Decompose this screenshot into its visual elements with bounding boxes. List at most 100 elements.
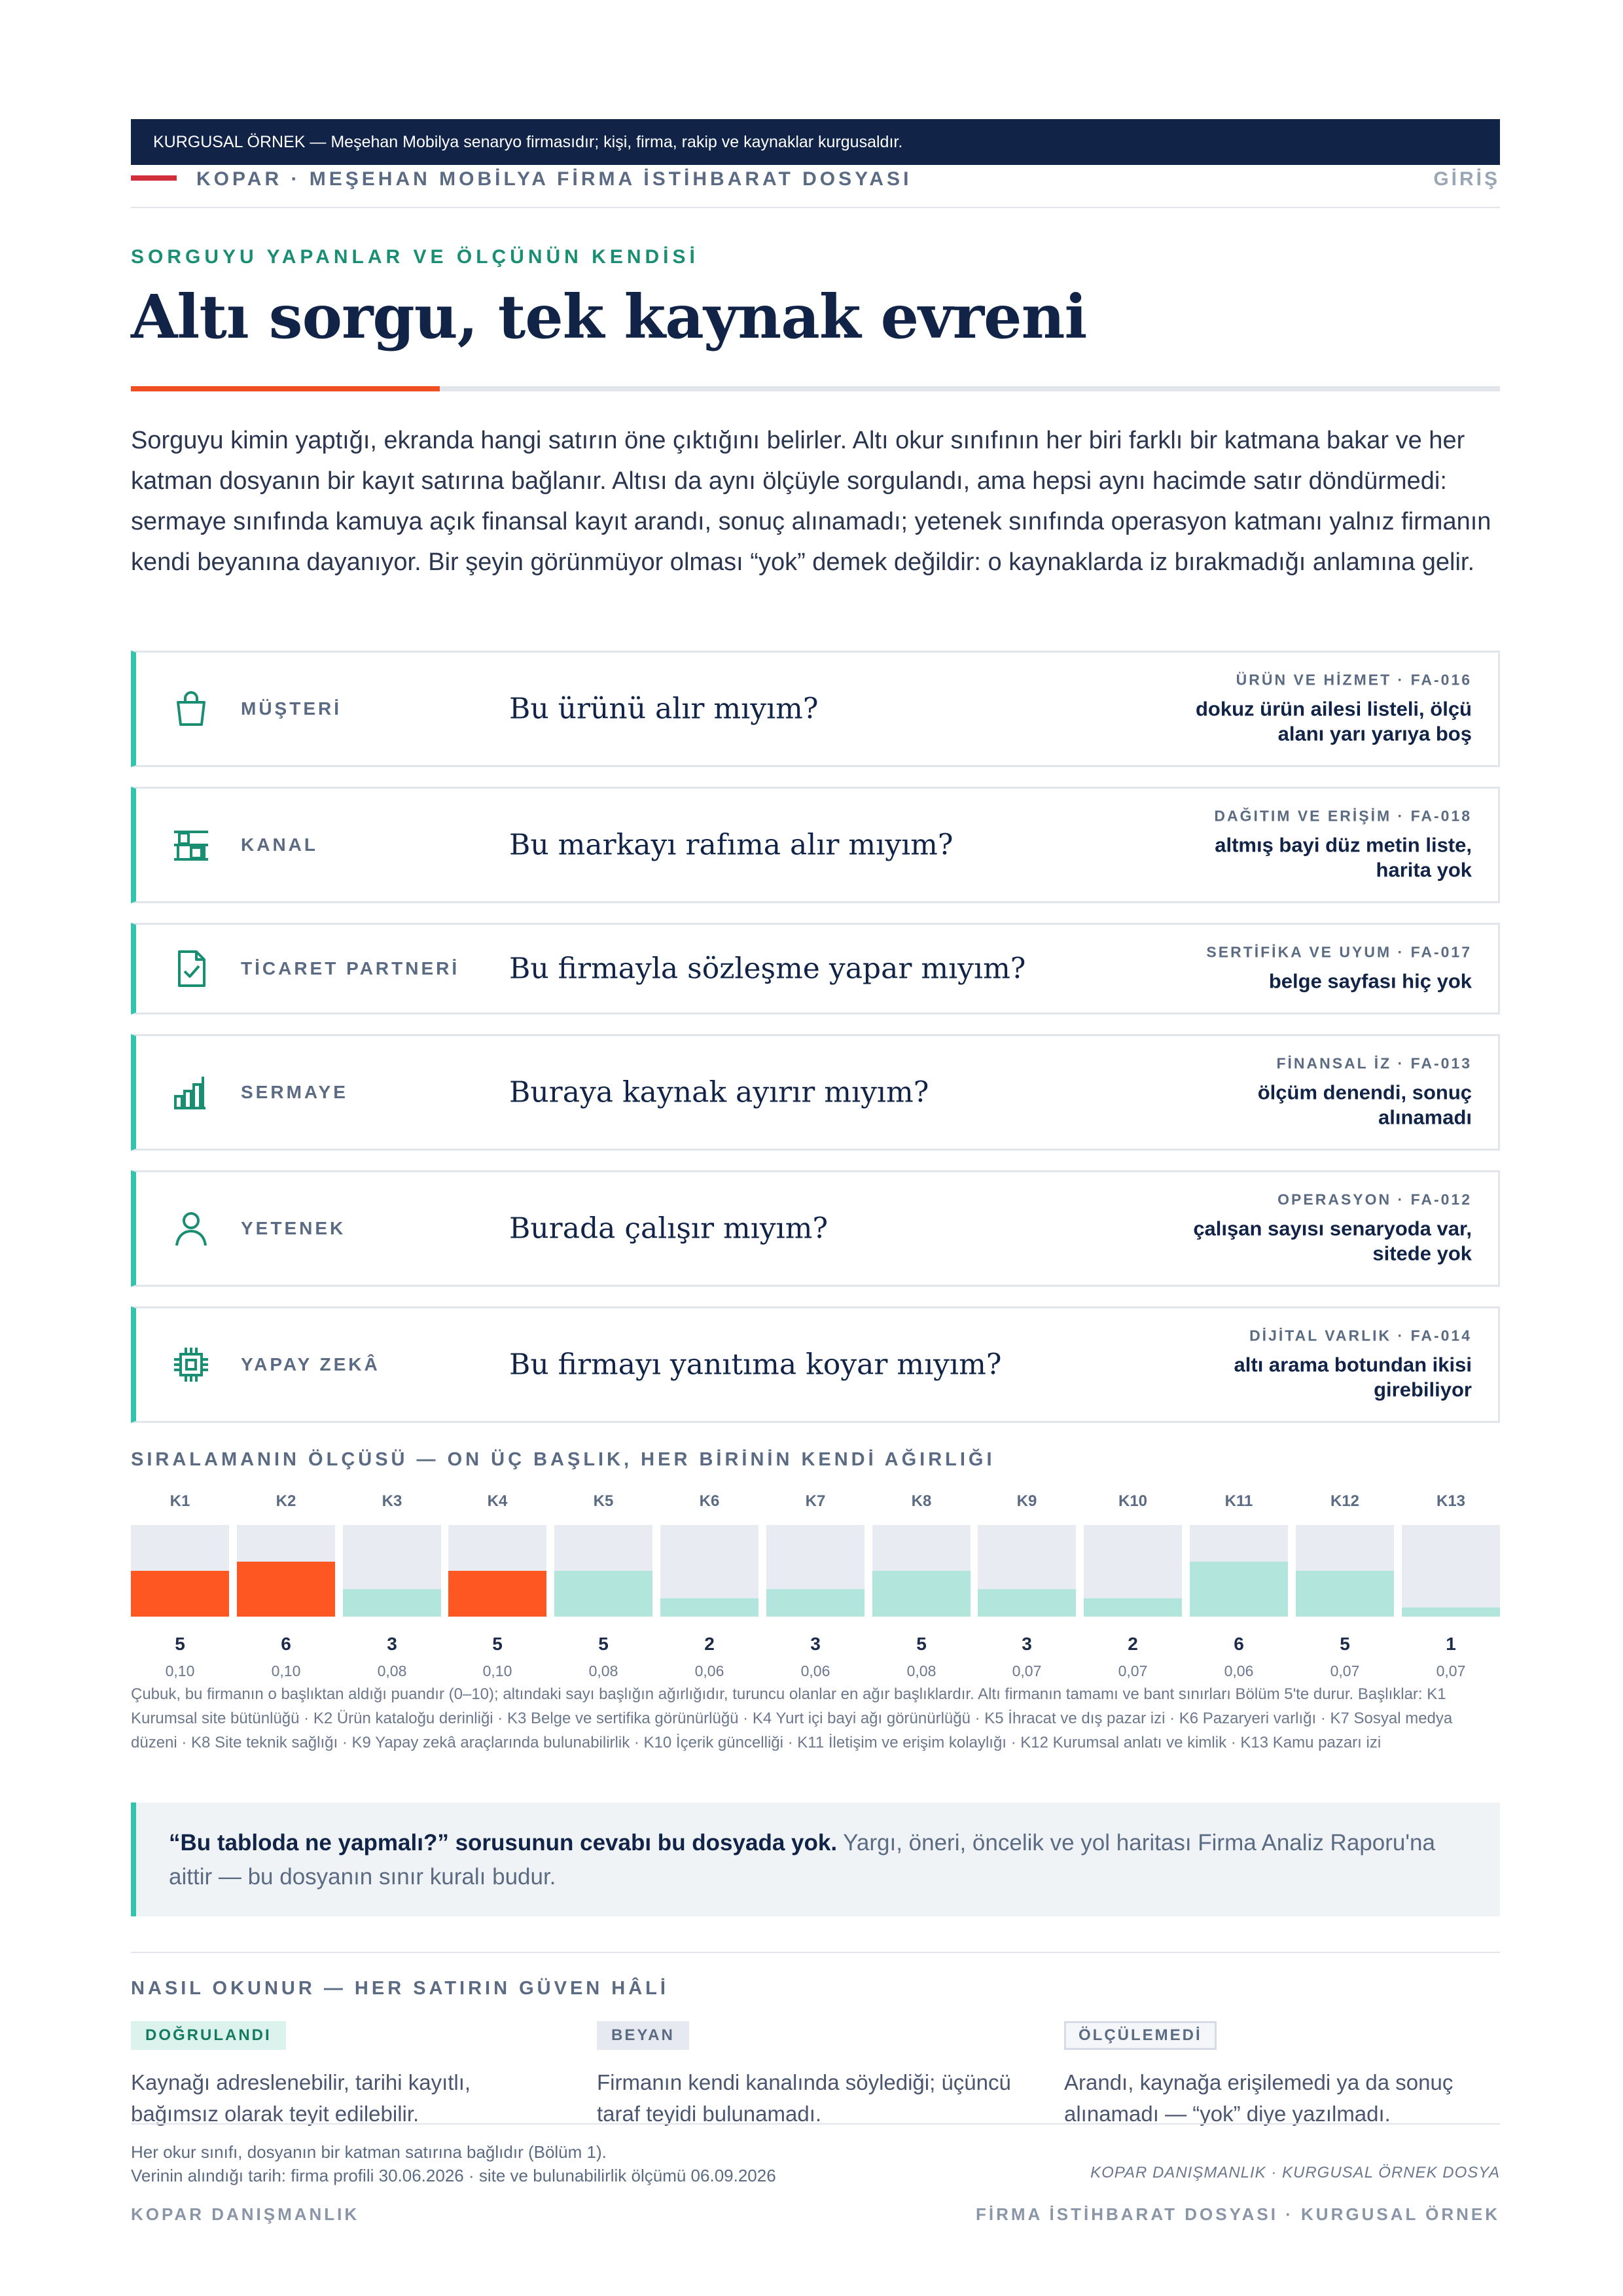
query-meta: OPERASYON · FA-012 çalışan sayısı senary… xyxy=(1193,1191,1472,1266)
bar-column: K6 2 0,06 xyxy=(660,1492,758,1680)
running-head-section: GİRİŞ xyxy=(1433,168,1500,190)
bar-track xyxy=(872,1525,971,1617)
category-label: K6 xyxy=(699,1492,720,1510)
bar-track xyxy=(766,1525,865,1617)
legend-section-label: NASIL OKUNUR — HER SATIRIN GÜVEN HÂLİ xyxy=(131,1978,669,1999)
reader-class: YETENEK xyxy=(241,1218,346,1238)
query-meta: DAĞITIM VE ERİŞİM · FA-018 altmış bayi d… xyxy=(1214,808,1472,883)
bar xyxy=(448,1571,546,1617)
score-label: 3 xyxy=(387,1634,397,1654)
bar-column: K1 5 0,10 xyxy=(131,1492,229,1680)
query-row-trade-partner: TİCARET PARTNERİ Bu firmayla sözleşme ya… xyxy=(131,923,1500,1014)
reader-class: YAPAY ZEKÂ xyxy=(241,1354,380,1374)
query-row-ai: YAPAY ZEKÂ Bu firmayı yanıtıma koyar mıy… xyxy=(131,1306,1500,1423)
reader-class: SERMAYE xyxy=(241,1082,348,1102)
bar xyxy=(1296,1571,1394,1617)
footer-italic-credit: KOPAR DANIŞMANLIK · KURGUSAL ÖRNEK DOSYA xyxy=(1090,2164,1500,2181)
bar xyxy=(1084,1598,1182,1617)
bar xyxy=(237,1562,335,1617)
score-label: 6 xyxy=(1234,1634,1244,1654)
category-label: K8 xyxy=(911,1492,932,1510)
query-question: Bu firmayla sözleşme yapar mıyım? xyxy=(509,952,1026,986)
lede-paragraph: Sorguyu kimin yaptığı, ekranda hangi sat… xyxy=(131,427,1491,576)
query-meta: SERTİFİKA VE UYUM · FA-017 belge sayfası… xyxy=(1206,944,1472,994)
weight-label: 0,06 xyxy=(800,1662,830,1679)
bar xyxy=(1402,1607,1500,1617)
category-label: K13 xyxy=(1436,1492,1466,1510)
bar-track xyxy=(343,1525,441,1617)
weight-label: 0,10 xyxy=(482,1662,512,1679)
record-status-line: girebiliyor xyxy=(1374,1378,1472,1401)
bar xyxy=(660,1598,758,1617)
score-label: 2 xyxy=(704,1634,715,1654)
record-tag: DİJİTAL VARLIK · FA-014 xyxy=(1249,1327,1472,1344)
verified-badge: DOĞRULANDI xyxy=(131,2021,286,2050)
bar xyxy=(872,1571,971,1617)
category-label: K12 xyxy=(1330,1492,1360,1510)
reader-class: KANAL xyxy=(241,834,318,855)
weight-label: 0,07 xyxy=(1118,1662,1148,1679)
shopping-bag-icon xyxy=(177,691,205,726)
declared-badge: BEYAN xyxy=(597,2021,689,2050)
category-label: K9 xyxy=(1016,1492,1037,1510)
chart-section-label: SIRALAMANIN ÖLÇÜSÜ — ON ÜÇ BAŞLIK, HER B… xyxy=(131,1449,995,1470)
score-label: 5 xyxy=(492,1634,503,1654)
score-label: 5 xyxy=(175,1634,185,1654)
score-label: 2 xyxy=(1128,1634,1138,1654)
page-title: Altı sorgu, tek kaynak evreni xyxy=(131,281,1087,352)
bar-column: K8 5 0,08 xyxy=(872,1492,971,1680)
record-status-line: altı arama botundan ikisi xyxy=(1234,1353,1472,1376)
query-row-customer: MÜŞTERİ Bu ürünü alır mıyım? ÜRÜN VE HİZ… xyxy=(131,651,1500,767)
category-label: K1 xyxy=(169,1492,190,1510)
fiction-banner: KURGUSAL ÖRNEK — Meşehan Mobilya senaryo… xyxy=(131,119,1500,165)
record-tag: OPERASYON · FA-012 xyxy=(1277,1191,1472,1208)
score-label: 6 xyxy=(281,1634,291,1654)
record-status-line: dokuz ürün ailesi listeli, ölçü xyxy=(1195,697,1472,721)
bar-column: K10 2 0,07 xyxy=(1084,1492,1182,1680)
running-head-title: KOPAR · MEŞEHAN MOBİLYA FİRMA İSTİHBARAT… xyxy=(196,168,912,190)
footer-divider xyxy=(131,2123,1500,2125)
bar xyxy=(1190,1562,1288,1617)
weight-label: 0,10 xyxy=(165,1662,195,1679)
callout-text: Yargı, öneri, öncelik ve yol haritası Fi… xyxy=(169,1830,1435,1890)
reader-class: TİCARET PARTNERİ xyxy=(241,958,460,978)
query-question: Bu ürünü alır mıyım? xyxy=(509,692,819,726)
bar-column: K3 3 0,08 xyxy=(343,1492,441,1680)
running-head-accent xyxy=(131,175,177,181)
record-status-line: altmış bayi düz metin liste, xyxy=(1215,833,1472,857)
category-label: K7 xyxy=(805,1492,826,1510)
record-tag: DAĞITIM VE ERİŞİM · FA-018 xyxy=(1214,807,1472,825)
category-label: K11 xyxy=(1224,1492,1253,1510)
category-label: K4 xyxy=(487,1492,508,1510)
bar-chart-icon xyxy=(174,1077,205,1109)
bar xyxy=(766,1589,865,1617)
footer-note-line: Verinin alındığı tarih: firma profili 30… xyxy=(131,2166,776,2185)
bar-track xyxy=(1084,1525,1182,1617)
shelf-icon xyxy=(174,831,208,861)
record-tag: ÜRÜN VE HİZMET · FA-016 xyxy=(1236,671,1472,689)
category-label: K3 xyxy=(382,1492,402,1510)
bar-column: K4 5 0,10 xyxy=(448,1492,546,1680)
bar-track xyxy=(978,1525,1076,1617)
query-meta: ÜRÜN VE HİZMET · FA-016 dokuz ürün ailes… xyxy=(1196,672,1472,747)
record-status-line: alınamadı xyxy=(1378,1105,1472,1129)
legend-description: Arandı, kaynağa erişilemedi ya da sonuç … xyxy=(1064,2070,1454,2126)
query-row-talent: YETENEK Burada çalışır mıyım? OPERASYON … xyxy=(131,1170,1500,1287)
section-divider xyxy=(131,1952,1500,1953)
bar xyxy=(554,1571,652,1617)
category-label: K5 xyxy=(593,1492,614,1510)
category-label: K10 xyxy=(1118,1492,1148,1510)
legend-description: Firmanın kendi kanalında söylediği; üçün… xyxy=(597,2070,1011,2126)
record-status-line: belge sayfası hiç yok xyxy=(1268,969,1472,993)
scope-callout: “Bu tabloda ne yapmalı?” sorusunun cevab… xyxy=(131,1803,1500,1916)
bar-track xyxy=(1296,1525,1394,1617)
record-tag: SERTİFİKA VE UYUM · FA-017 xyxy=(1206,943,1472,961)
score-label: 5 xyxy=(598,1634,609,1654)
score-label: 5 xyxy=(916,1634,927,1654)
person-icon xyxy=(175,1212,207,1246)
record-tag: FİNANSAL İZ · FA-013 xyxy=(1276,1054,1472,1072)
callout-strong: “Bu tabloda ne yapmalı?” sorusunun cevab… xyxy=(169,1830,838,1856)
legend-unmeasured: ÖLÇÜLEMEDİ Arandı, kaynağa erişilemedi y… xyxy=(1064,2021,1483,2130)
record-status-line: ölçüm denendi, sonuç xyxy=(1257,1081,1472,1104)
weight-label: 0,10 xyxy=(271,1662,301,1679)
